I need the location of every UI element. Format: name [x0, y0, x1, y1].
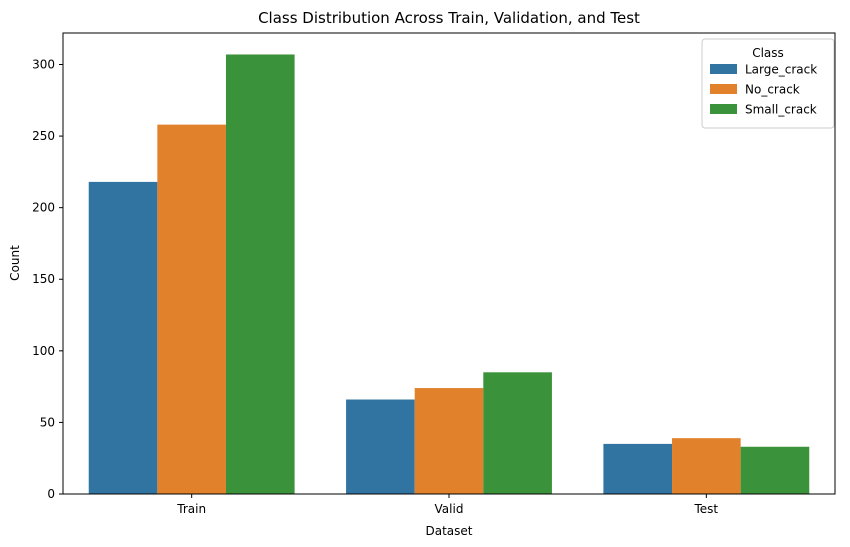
legend: Class Large_crack No_crack Small_crack — [701, 38, 835, 129]
legend-label-large-crack: Large_crack — [745, 63, 817, 77]
y-tick-label: 150 — [32, 272, 55, 286]
x-axis-label: Dataset — [426, 524, 473, 538]
y-tick-label: 0 — [47, 487, 55, 501]
y-tick-label: 250 — [32, 129, 55, 143]
legend-title: Class — [752, 46, 784, 60]
chart-title: Class Distribution Across Train, Validat… — [258, 9, 640, 27]
y-tick-label: 50 — [40, 415, 55, 429]
legend-label-small-crack: Small_crack — [745, 103, 817, 117]
bar-large-crack-train — [88, 181, 158, 494]
legend-swatch-large-crack — [710, 64, 737, 74]
bar-small-crack-train — [225, 54, 295, 494]
x-axis: Train Valid Test — [176, 494, 718, 516]
bar-large-crack-test — [603, 443, 673, 494]
x-tick-label-valid: Valid — [435, 502, 464, 516]
y-tick-label: 100 — [32, 344, 55, 358]
legend-items: Large_crack No_crack Small_crack — [710, 63, 817, 117]
bar-small-crack-valid — [483, 372, 552, 494]
bar-no-crack-train — [157, 124, 226, 495]
bar-large-crack-valid — [346, 399, 415, 494]
legend-swatch-no-crack — [710, 84, 737, 94]
legend-swatch-small-crack — [710, 104, 737, 114]
bar-small-crack-test — [740, 446, 810, 494]
bar-no-crack-test — [672, 438, 741, 494]
y-tick-label: 200 — [32, 201, 55, 215]
x-tick-label-train: Train — [176, 502, 206, 516]
legend-label-no-crack: No_crack — [745, 83, 800, 97]
y-tick-label: 300 — [32, 57, 55, 71]
bar-no-crack-valid — [414, 388, 484, 494]
x-tick-label-test: Test — [694, 502, 719, 516]
y-axis-label: Count — [8, 245, 22, 281]
y-axis: 0 50 100 150 200 250 300 — [32, 57, 63, 501]
bars-group — [88, 54, 810, 495]
